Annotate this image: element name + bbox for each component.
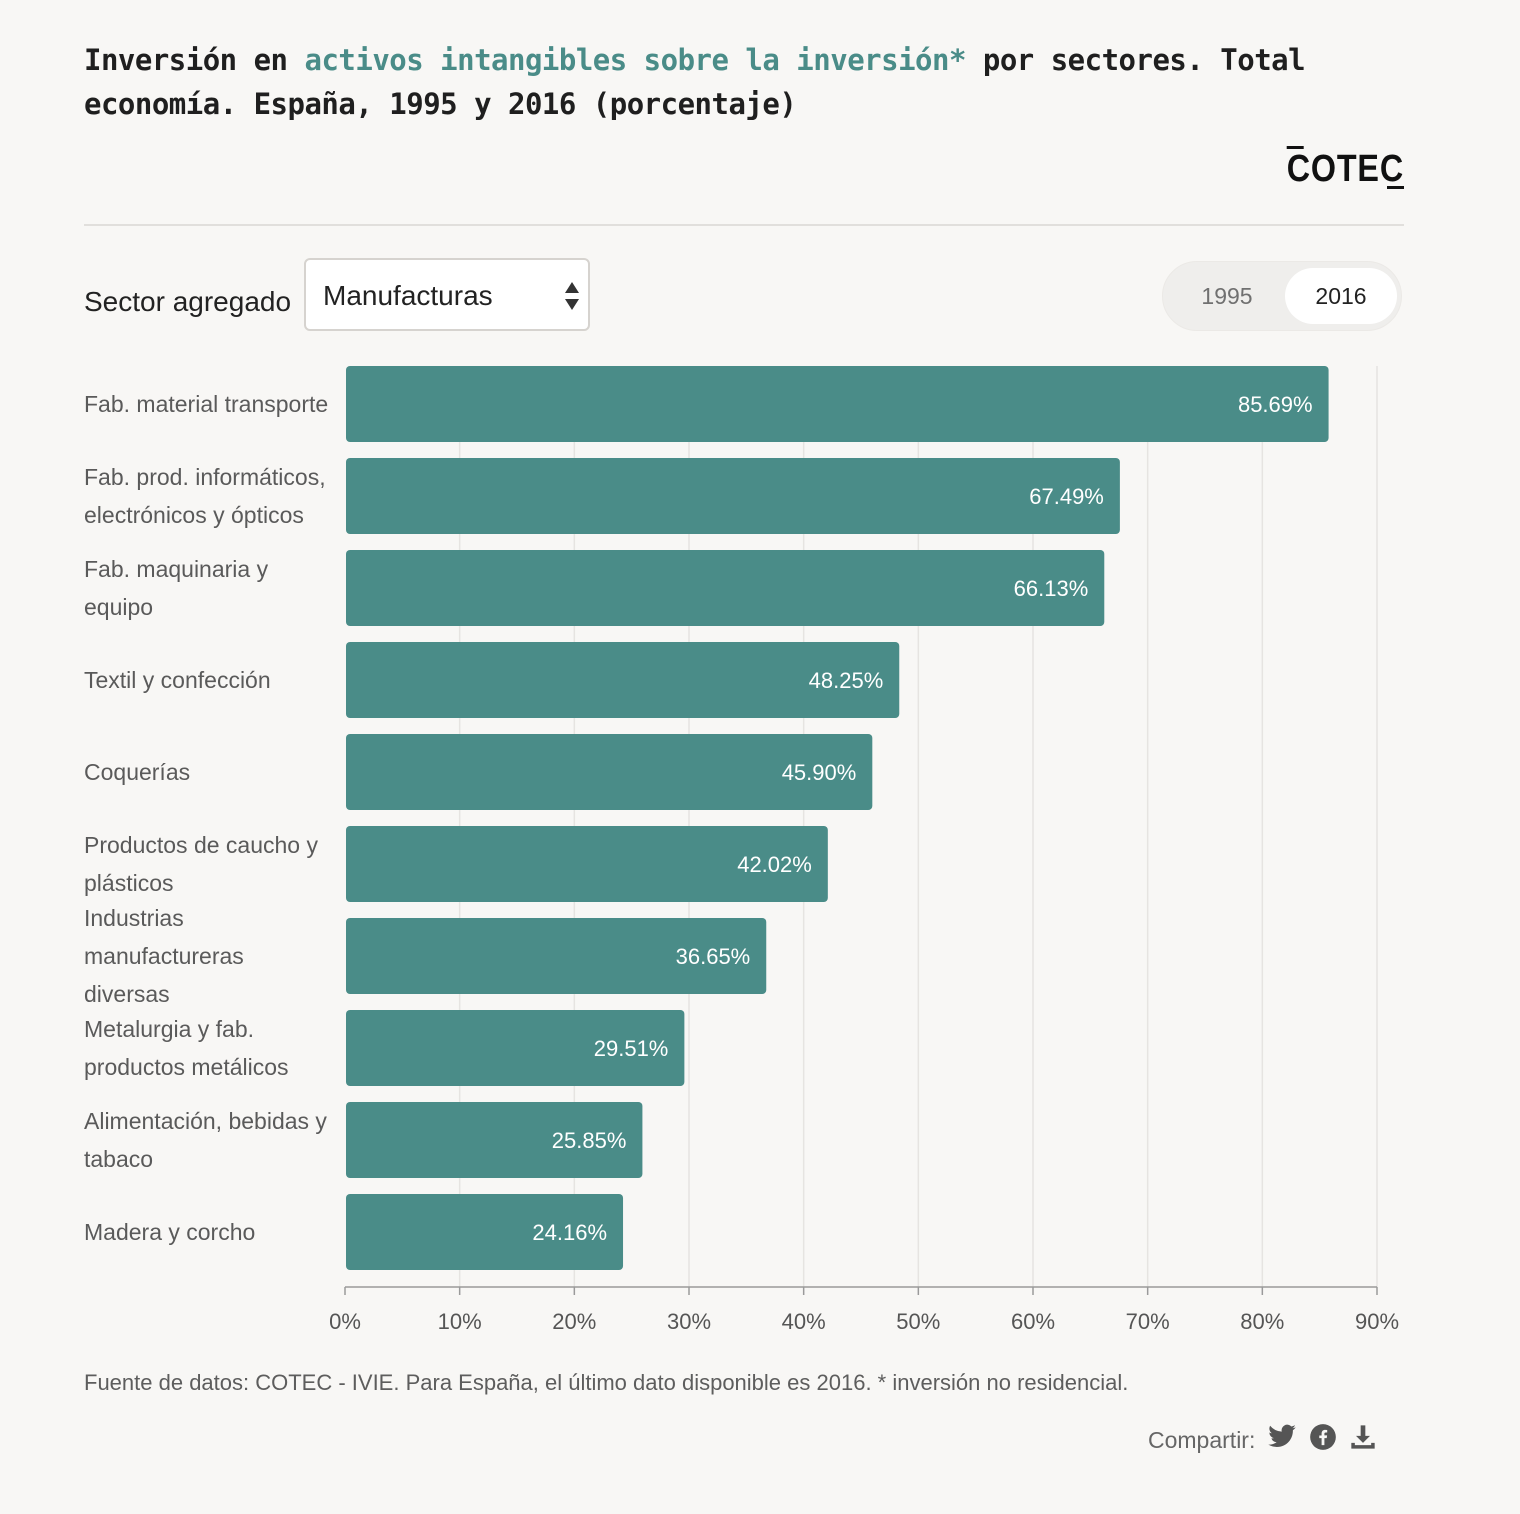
bar-value-label: 67.49% [1029,484,1104,509]
share-bar: Compartir: [1148,1420,1377,1460]
download-icon[interactable] [1349,1423,1377,1457]
category-label: Productos de caucho y plásticos [84,832,318,896]
facebook-icon[interactable] [1309,1423,1337,1457]
cotec-logo: COTEC [1286,146,1404,191]
chart-title: Inversión en activos intangibles sobre l… [84,38,1374,126]
logo-bar-top [1286,146,1304,149]
bar [346,642,900,718]
category-label: Madera y corcho [84,1219,256,1245]
category-label: Alimentación, bebidas y tabaco [84,1108,327,1172]
bar-value-label: 25.85% [552,1128,627,1153]
category-label: Textil y confección [84,667,271,693]
year-option-2016[interactable]: 2016 [1285,268,1397,324]
bar [346,458,1120,534]
bar [346,918,767,994]
bar-value-label: 36.65% [676,944,751,969]
x-tick-label: 40% [782,1309,826,1334]
bar-value-label: 85.69% [1238,392,1313,417]
header-divider [84,224,1404,226]
category-label: Fab. material transporte [84,391,329,417]
sector-select-value: Manufacturas [323,280,493,311]
x-tick-label: 60% [1011,1309,1055,1334]
bar [346,1102,643,1178]
title-highlight: activos intangibles sobre la inversión* [304,43,966,77]
category-label: Fab. maquinaria y equipo [84,556,269,620]
x-tick-label: 20% [552,1309,596,1334]
year-option-1995[interactable]: 1995 [1201,283,1253,309]
x-tick-label: 10% [438,1309,482,1334]
x-tick-label: 50% [896,1309,940,1334]
title-part-2: por sectores. Total economía. España, 19… [84,43,1306,121]
title-part-1: Inversión en [84,43,305,77]
share-label: Compartir: [1148,1426,1256,1453]
data-source-note: Fuente de datos: COTEC - IVIE. Para Espa… [84,1370,1129,1395]
bar-value-label: 66.13% [1014,576,1089,601]
logo-text: COTEC [1286,148,1404,190]
bar [346,366,1329,442]
x-tick-label: 90% [1355,1309,1399,1334]
category-label: Metalurgia y fab. productos metálicos [84,1016,289,1080]
bar [346,734,873,810]
x-tick-label: 0% [329,1309,361,1334]
x-tick-label: 70% [1126,1309,1170,1334]
category-label: Fab. prod. informáticos, electrónicos y … [84,464,326,528]
bar [346,1194,624,1270]
bar-value-label: 48.25% [809,668,884,693]
bar-value-label: 29.51% [594,1036,669,1061]
bar-value-label: 24.16% [532,1220,607,1245]
logo-bar-bottom [1387,186,1404,189]
select-arrows-icon [565,282,579,310]
category-label: Industrias manufactureras diversas [84,905,244,1007]
x-tick-label: 30% [667,1309,711,1334]
bar [346,550,1105,626]
category-label: Coquerías [84,759,191,785]
twitter-icon[interactable] [1267,1424,1297,1456]
bar [346,826,828,902]
bar-value-label: 42.02% [737,852,812,877]
bar [346,1010,685,1086]
sector-label: Sector agregado [84,286,292,317]
x-tick-label: 80% [1240,1309,1284,1334]
bar-value-label: 45.90% [782,760,857,785]
year-toggle[interactable]: 1995 2016 [1162,261,1402,331]
sector-select[interactable]: Manufacturas [304,258,590,331]
